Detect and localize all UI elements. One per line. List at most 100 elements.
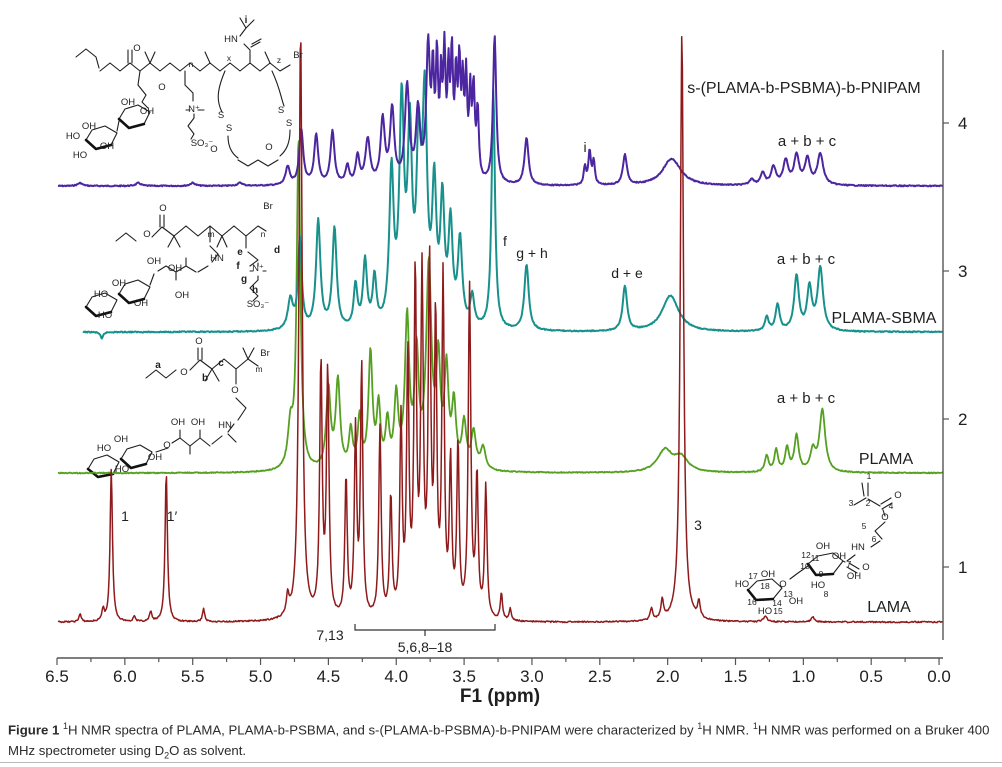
peak-label: a + b + c [778, 133, 837, 150]
structure-atom-label: HO [73, 150, 87, 161]
structure-atom-label: OH [789, 596, 803, 607]
x-tick-label: 4.0 [384, 667, 408, 686]
structure-atom-label: 14 [772, 598, 782, 608]
structure-atom-label: OH [847, 571, 861, 582]
caption-text: H NMR was performed on a Bruker 400 MHz … [8, 722, 990, 758]
structure-atom-label: N⁺ [188, 104, 200, 115]
structure-atom-label: O [231, 385, 238, 396]
x-tick-label: 2.5 [588, 667, 612, 686]
structure-atom-label: 9 [819, 569, 824, 579]
structure-atom-label: S [226, 123, 232, 134]
structure-atom-label: 6 [872, 534, 877, 544]
structure-atom-label: O [159, 203, 166, 214]
x-tick-label: 3.0 [520, 667, 544, 686]
structure-atom-label: 11 [811, 553, 820, 563]
peak-label: a + b + c [777, 251, 836, 268]
right-axis-tick-label: 1 [958, 558, 967, 577]
structure-atom-label: HN [851, 542, 865, 553]
structure-atom-label: HO [66, 131, 80, 142]
peak-label: s-(PLAMA-b-PSBMA)-b-PNIPAM [687, 80, 921, 97]
structure-atom-label: OH [147, 256, 161, 267]
spectrum-trace-sbma [82, 69, 943, 340]
x-tick-label: 6.5 [45, 667, 69, 686]
figure-caption: Figure 1 1H NMR spectra of PLAMA, PLAMA-… [8, 720, 996, 763]
structure-atom-label: m [255, 364, 262, 374]
structure-atom-label: 2 [866, 498, 871, 508]
bracket-label: 5,6,8–18 [398, 639, 453, 655]
structure-atom-label: O [133, 43, 140, 54]
peak-label: i [583, 139, 586, 155]
structure-atom-label: O [163, 440, 170, 451]
structure-atom-label: O [158, 82, 165, 93]
structure-atom-label: d [274, 245, 280, 256]
caption-text: H NMR. [702, 722, 753, 738]
structure-atom-label: N⁺ [252, 263, 264, 274]
x-tick-label: 5.0 [249, 667, 273, 686]
structure-atom-label: 13 [783, 589, 793, 599]
structure-atom-label: OH [100, 141, 114, 152]
structure-atom-label: OH [816, 541, 830, 552]
x-tick-label: 4.5 [317, 667, 341, 686]
structure-atom-label: 17 [748, 571, 758, 581]
structure-atom-label: 12 [801, 550, 811, 560]
structure-atom-label: n [261, 229, 266, 239]
caption-text: O as solvent. [169, 742, 247, 758]
structure-atom-label: O [143, 229, 150, 240]
spectra-traces [57, 30, 944, 624]
structure-atom-label: Br [263, 201, 273, 212]
structure-atom-label: 3 [849, 498, 854, 508]
structure-atom-label: c [218, 358, 224, 369]
caption-text: 1 [62, 721, 68, 731]
right-axis-tick-label: 4 [958, 114, 967, 133]
structure-atom-label: HO [758, 606, 772, 617]
structure-atom-label: f [236, 261, 240, 272]
structure-atom-label: 1 [867, 471, 872, 481]
structure-atom-label: OH [148, 452, 162, 463]
structure-sketch-plama [86, 347, 259, 479]
structure-sketch-plama-sbma [84, 214, 267, 318]
structure-atom-label: x [227, 53, 232, 63]
structure-atom-label: O [210, 144, 217, 155]
structure-atom-label: HO [811, 580, 825, 591]
structure-atom-label: Br [260, 348, 270, 359]
peak-label: LAMA [867, 599, 911, 616]
peak-label: 1 [121, 508, 129, 524]
right-axis-tick-label: 3 [958, 262, 967, 281]
structure-atom-label: 18 [760, 581, 770, 591]
x-tick-label: 2.0 [656, 667, 680, 686]
structure-atom-label: 10 [800, 561, 810, 571]
structure-atom-label: OH [171, 417, 185, 428]
structure-atom-label: z [277, 55, 281, 65]
spectrum-trace-plama [57, 140, 944, 475]
structure-atom-label: OH [832, 551, 846, 562]
structure-atom-label: OH [168, 263, 182, 274]
structure-atom-label: OH [191, 417, 205, 428]
structure-atom-label: SO₃⁻ [191, 138, 214, 149]
structure-atom-label: 5 [862, 521, 867, 531]
structure-atom-label: OH [121, 97, 135, 108]
structure-atom-label: HN [218, 420, 232, 431]
structure-atom-label: S [278, 105, 284, 116]
structure-atom-label: OH [175, 290, 189, 301]
structure-atom-label: O [195, 336, 202, 347]
peak-label: 7,13 [316, 627, 343, 643]
x-tick-label: 1.0 [792, 667, 816, 686]
spectrum-trace-lama [57, 35, 944, 624]
structure-atom-label: O [862, 562, 869, 573]
structure-atom-label: n [189, 59, 194, 69]
structure-sketch-pnipam [75, 17, 291, 167]
structure-atom-label: HO [115, 464, 129, 475]
x-tick-label: 5.5 [181, 667, 205, 686]
structure-atom-label: 7 [847, 559, 852, 569]
range-bracket [354, 624, 496, 636]
peak-label: 1′ [167, 508, 178, 524]
caption-figure-number: Figure 1 [8, 722, 60, 738]
structure-atom-label: O [881, 512, 888, 523]
structure-atom-label: g [241, 274, 247, 285]
structure-atom-label: OH [82, 121, 96, 132]
structure-atom-label: e [237, 247, 243, 258]
structure-atom-label: HO [97, 443, 111, 454]
structure-atom-label: b [202, 373, 208, 384]
peak-annotations: s-(PLAMA-b-PSBMA)-b-PNIPAM a + b + c i f g +… [121, 80, 937, 655]
